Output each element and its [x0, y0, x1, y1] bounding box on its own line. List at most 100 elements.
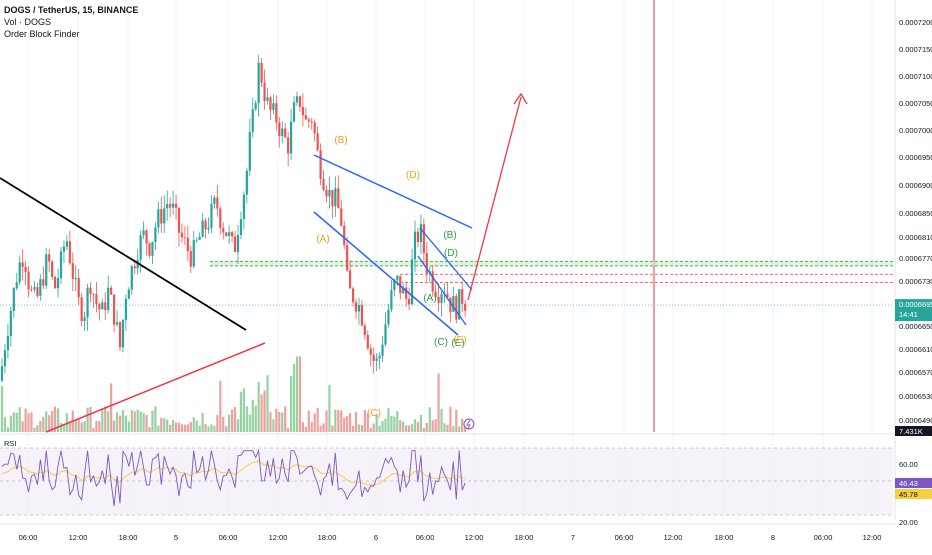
volume-bar: [363, 410, 366, 432]
volume-bar: [360, 425, 363, 432]
price-tick: 0.0006570: [899, 368, 932, 377]
blue-inner-upper: [419, 227, 473, 291]
blue-upper-line: [313, 154, 473, 229]
volume-bar: [428, 407, 431, 432]
candle-body: [334, 188, 337, 207]
volume-bar: [290, 375, 293, 432]
candle-body: [301, 107, 304, 116]
time-tick: 8: [771, 533, 775, 542]
volume-bar: [186, 424, 189, 432]
candle-body: [107, 287, 110, 311]
candle-body: [381, 344, 384, 356]
volume-bar: [174, 422, 178, 432]
rsi-ma-badge: [895, 489, 932, 499]
candle-body: [351, 288, 355, 303]
axes: 0.0007200 0.0007150 0.0007100 0.0007050 0.00…: [19, 18, 932, 542]
price-tick: 0.0006610: [899, 345, 932, 354]
candle-body: [71, 263, 74, 279]
volume-bar: [340, 410, 343, 432]
time-tick: 6: [374, 533, 378, 542]
indicator-legend[interactable]: Order Block Finder: [4, 29, 80, 39]
candle-body: [316, 133, 319, 151]
volume-bar: [148, 427, 151, 432]
volume-bar: [133, 411, 136, 432]
alert-icon: [463, 418, 475, 430]
volume-bar: [272, 419, 275, 432]
price-tick: 0.0006530: [899, 392, 932, 401]
candle-body: [80, 297, 83, 322]
price-tick: 0.0007050: [899, 99, 932, 108]
wave-label: (A): [423, 293, 436, 304]
volume-bar: [325, 410, 328, 432]
wave-label: (B): [443, 230, 456, 241]
candle-body: [449, 297, 452, 312]
volume-bar: [115, 412, 119, 432]
volume-bar: [62, 424, 66, 432]
volume-bar: [396, 411, 399, 432]
volume-legend[interactable]: Vol · DOGS: [4, 17, 52, 27]
time-tick: 06:00: [814, 533, 833, 542]
last-price-label: 0.0006695: [899, 300, 932, 309]
volume-bar: [89, 407, 92, 432]
candle-body: [169, 203, 172, 208]
candle-body: [219, 208, 222, 228]
volume-bar: [248, 414, 251, 432]
volume-bar: [3, 417, 7, 432]
volume-bar: [189, 421, 192, 432]
volume-bar: [33, 427, 36, 432]
candle-body: [139, 235, 142, 260]
volume-bar: [107, 411, 110, 432]
volume-bar: [204, 424, 207, 432]
candle-body: [33, 287, 36, 290]
candle-body: [363, 325, 366, 335]
volume-bar: [225, 426, 228, 432]
candle-body: [48, 254, 51, 262]
candle-body: [104, 302, 107, 311]
volume-bar: [390, 415, 393, 432]
volume-bar: [177, 422, 181, 432]
volume-bar: [192, 417, 195, 432]
volume-bar: [387, 408, 390, 432]
projection-arrow: [467, 96, 522, 301]
volume-bar: [145, 414, 148, 432]
price-tick: 0.0006850: [899, 209, 932, 218]
volume-bar: [372, 423, 375, 432]
candle-body: [118, 322, 122, 348]
candle-body: [56, 278, 60, 289]
rsi-tick-60: 60.00: [899, 460, 918, 469]
wave-label: (A): [316, 234, 329, 245]
candle-body: [425, 253, 428, 274]
candle-body: [216, 197, 219, 209]
candles: [0, 54, 467, 383]
volume-bar: [213, 425, 216, 432]
blue-inner-lower: [417, 255, 467, 326]
candle-body: [366, 334, 369, 349]
countdown-label: 14:41: [899, 310, 918, 319]
volume-bar: [160, 417, 163, 432]
lightning-icon: [466, 419, 471, 430]
volume-bar: [68, 421, 71, 432]
volume-bar: [263, 390, 266, 432]
volume-bar: [95, 421, 98, 432]
candle-body: [198, 236, 201, 240]
projection-arrowhead: [513, 92, 528, 105]
candle-body: [260, 63, 263, 83]
wave-label: (D): [406, 170, 420, 181]
candle-body: [266, 97, 269, 101]
drawings[interactable]: [0, 92, 528, 433]
volume-bar: [416, 422, 420, 432]
volume-bar: [254, 405, 257, 432]
volume-bar: [39, 420, 42, 432]
candle-body: [295, 96, 299, 103]
price-tick: 0.0007000: [899, 126, 932, 135]
candle-body: [431, 271, 434, 292]
candle-body: [89, 287, 92, 295]
candle-body: [24, 266, 27, 272]
symbol-title[interactable]: DOGS / TetherUS, 15, BINANCE: [4, 5, 139, 15]
volume-bar: [455, 409, 458, 432]
candle-body: [39, 279, 42, 296]
volume-bar: [198, 425, 201, 432]
volume-bar: [172, 420, 175, 432]
